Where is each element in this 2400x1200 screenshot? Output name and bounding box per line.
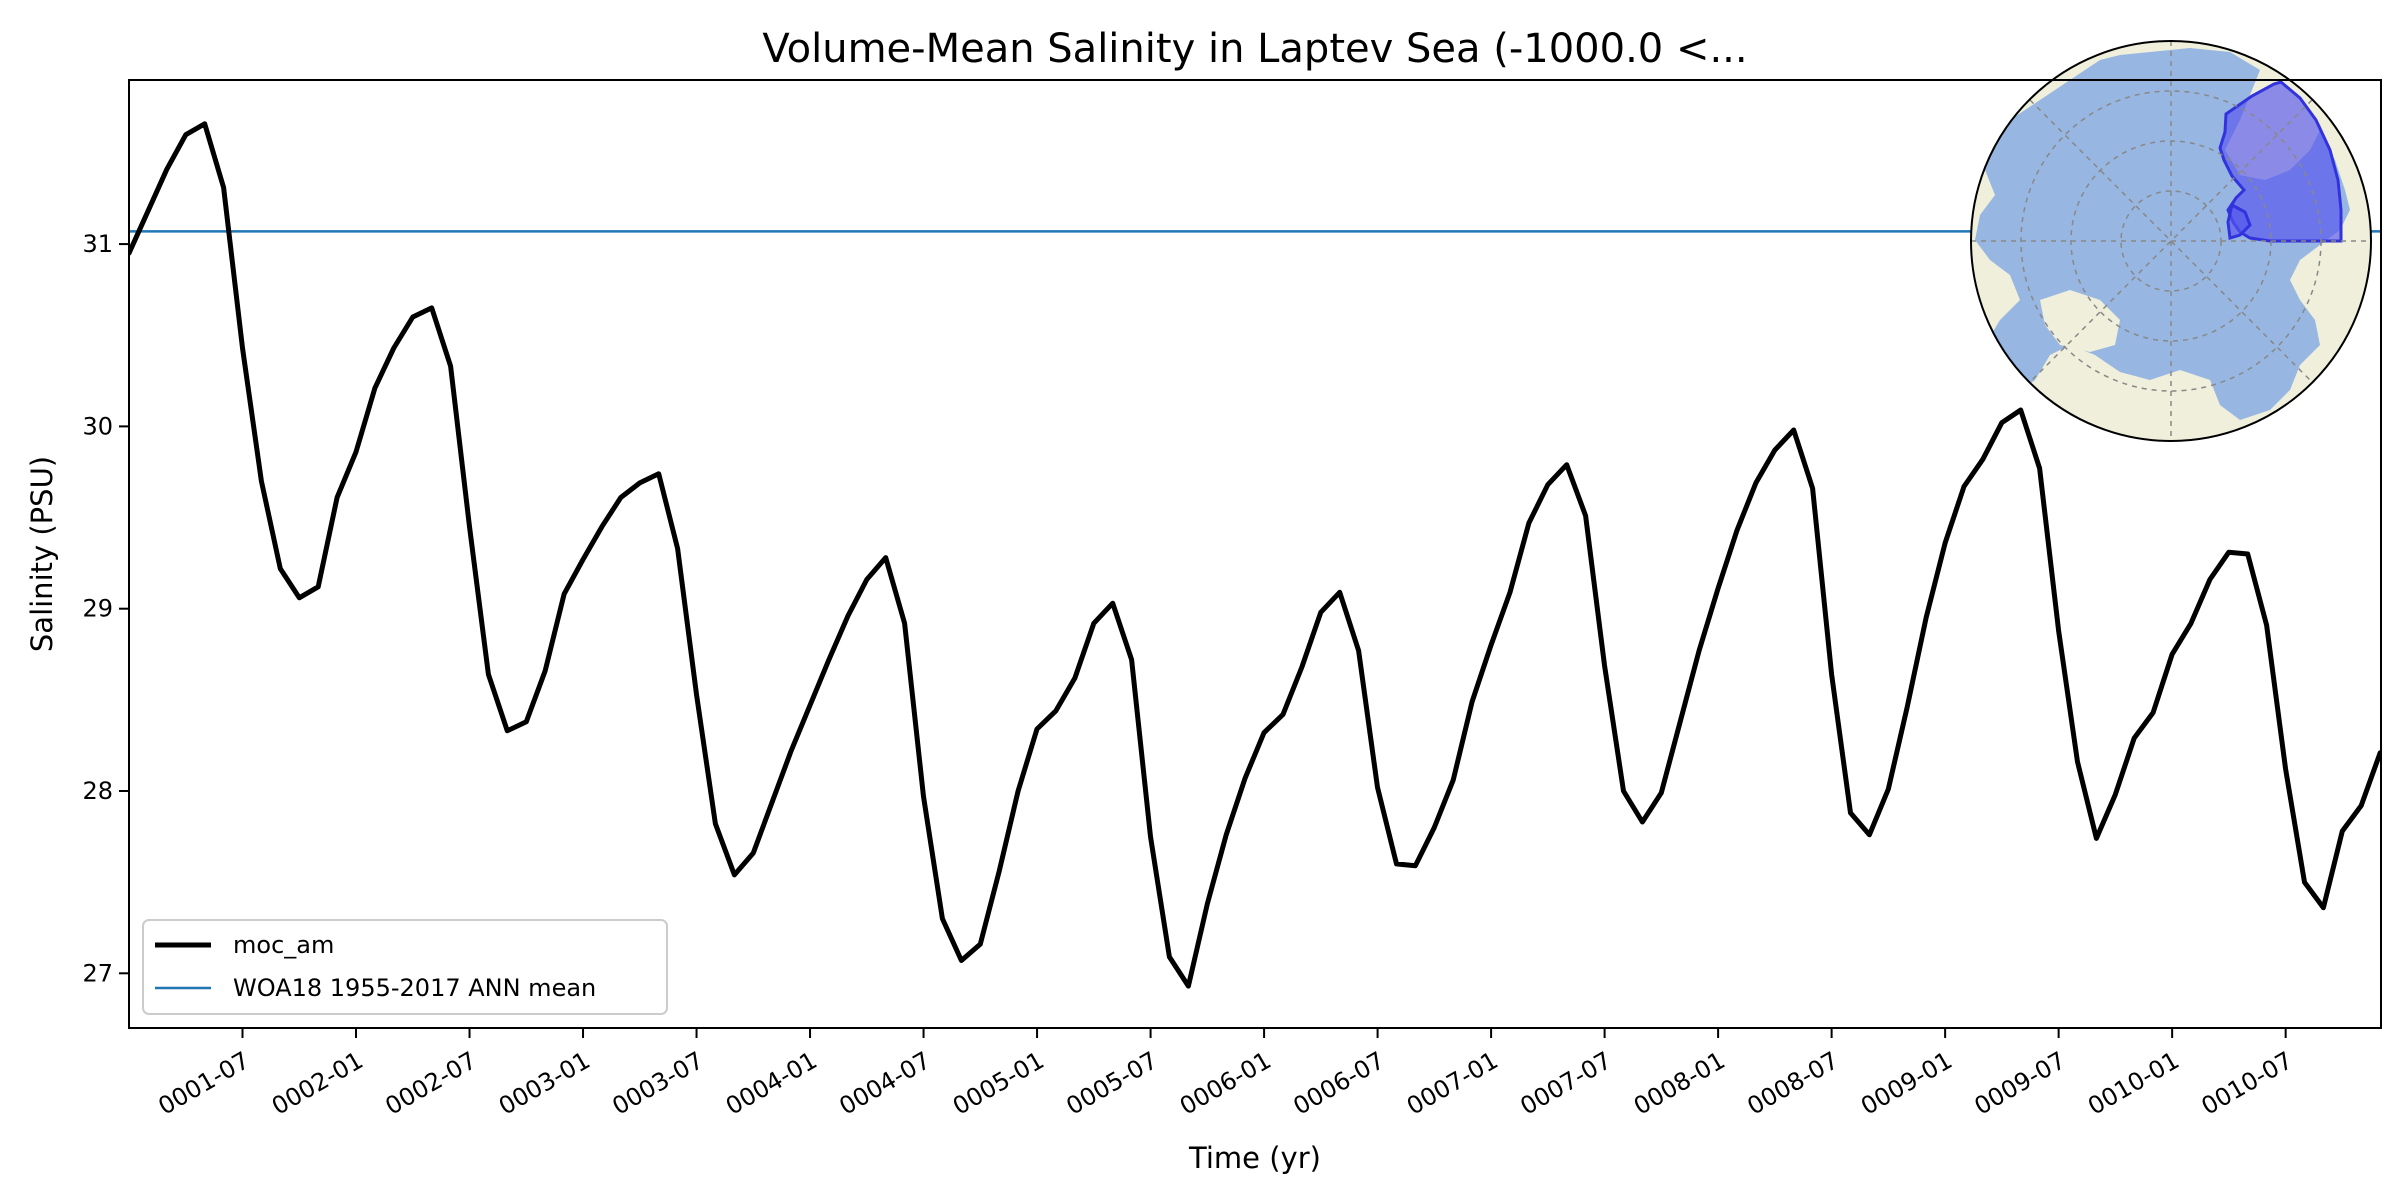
x-tick-label: 0003-07: [607, 1046, 708, 1120]
x-tick-label: 0002-01: [267, 1046, 368, 1120]
x-axis-label: Time (yr): [1188, 1141, 1321, 1175]
x-tick-label: 0001-07: [153, 1046, 254, 1120]
x-axis: 0001-07 0002-01 0002-07 0003-01 0003-07 0004-…: [153, 1028, 2297, 1121]
legend-box: [142, 919, 668, 1015]
series-moc-am-line: [129, 121, 2381, 989]
x-tick-label: 0004-01: [721, 1046, 822, 1120]
inset-polar-map: [1970, 40, 2372, 442]
x-tick-label: 0010-07: [2197, 1046, 2298, 1120]
x-tick-label: 0008-07: [1743, 1046, 1844, 1120]
y-tick-label: 29: [82, 595, 113, 623]
map-boundary: [1970, 40, 2372, 442]
plot-frame: [128, 79, 2382, 1029]
x-tick-label: 0010-01: [2083, 1046, 2184, 1120]
x-tick-label: 0004-07: [835, 1046, 936, 1120]
legend: moc_am WOA18 1955-2017 ANN mean: [142, 919, 668, 1015]
y-tick-label: 28: [82, 777, 113, 805]
legend-label-woa18-mean: WOA18 1955-2017 ANN mean: [233, 974, 596, 1002]
greenland: [2040, 290, 2120, 352]
laptev-region-tail: [2226, 202, 2252, 240]
map-gridlines: [1971, 41, 2371, 441]
x-tick-label: 0006-01: [1175, 1046, 1276, 1120]
x-tick-label: 0005-01: [948, 1046, 1049, 1120]
x-tick-label: 0009-01: [1856, 1046, 1957, 1120]
x-tick-label: 0007-07: [1516, 1046, 1617, 1120]
x-tick-label: 0008-01: [1629, 1046, 1730, 1120]
x-tick-label: 0002-07: [380, 1046, 481, 1120]
x-tick-label: 0007-01: [1402, 1046, 1503, 1120]
y-tick-label: 27: [82, 959, 113, 987]
x-tick-label: 0005-07: [1062, 1046, 1163, 1120]
laptev-region: [2218, 80, 2343, 243]
chart-title: Volume-Mean Salinity in Laptev Sea (-100…: [762, 26, 1747, 72]
y-axis: 27 28 29 30 31: [82, 230, 129, 987]
y-tick-label: 31: [82, 230, 113, 258]
series-layer: [129, 121, 2381, 989]
y-axis-label: Salinity (PSU): [25, 456, 59, 652]
x-tick-label: 0009-07: [1970, 1046, 2071, 1120]
x-tick-label: 0006-07: [1289, 1046, 1390, 1120]
y-tick-label: 30: [82, 412, 113, 440]
x-tick-label: 0003-01: [494, 1046, 595, 1120]
legend-label-moc-am: moc_am: [233, 931, 334, 959]
